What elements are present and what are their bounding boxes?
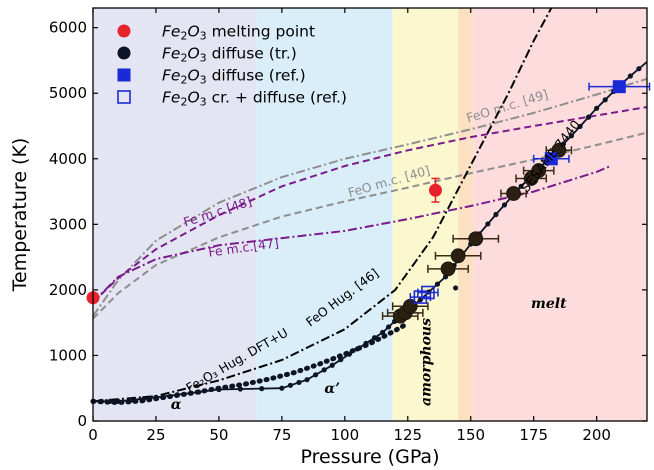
region-labels: α α’ amorphous melt [171, 296, 567, 413]
sesame-marker [379, 329, 386, 336]
sesame-marker [577, 123, 583, 130]
sesame-marker [485, 221, 491, 227]
sesame-marker [259, 386, 265, 392]
sesame-marker [585, 114, 592, 120]
diffuse-tr-marker [440, 261, 456, 277]
sesame-marker [279, 385, 285, 391]
diffuse-tr-marker [506, 186, 521, 201]
x-tick-label: 0 [88, 426, 98, 444]
sesame-marker [501, 202, 508, 208]
curve-line-3 [92, 165, 610, 304]
diffuse-tr-marker [402, 298, 418, 314]
y-tick-label: 1000 [49, 346, 87, 364]
diffuse-ref-marker [612, 80, 626, 94]
sesame-marker [313, 372, 319, 378]
sesame-marker [115, 398, 121, 404]
cr-diffuse-ref-marker [413, 290, 428, 304]
legend-label-3: Fe2O3 cr. + diffuse (ref.) [162, 89, 347, 109]
x-tick-label: 125 [393, 426, 422, 444]
phase-region-1 [256, 8, 393, 421]
region-label-melt: melt [531, 296, 567, 312]
melting-point-marker [428, 183, 442, 197]
plot-frame [92, 7, 648, 422]
region-label-amorphous: amorphous [418, 318, 434, 406]
sesame-marker [287, 382, 294, 388]
region-label-alpha: α [171, 397, 182, 413]
legend-marker-3 [117, 90, 131, 104]
y-tick-label: 4000 [49, 150, 87, 168]
sesame-marker [329, 362, 335, 368]
sesame-marker [493, 211, 499, 218]
sesame-marker [594, 105, 600, 111]
sesame-marker [107, 398, 113, 404]
x-tick-label: 150 [456, 426, 485, 444]
x-axis-title: Pressure (GPa) [301, 446, 440, 468]
legend-label-1: Fe2O3 diffuse (tr.) [162, 45, 297, 65]
legend-marker-2 [117, 68, 131, 82]
sesame-marker [153, 394, 159, 400]
x-tick-label: 200 [582, 426, 611, 444]
y-tick-label: 0 [77, 412, 87, 430]
sesame-marker [174, 392, 180, 398]
y-tick-label: 2000 [49, 281, 87, 299]
sesame-marker [98, 398, 105, 404]
phase-region-4 [473, 8, 647, 421]
diffuse-tr-marker [531, 163, 547, 178]
y-tick-label: 5000 [49, 84, 87, 102]
sesame-marker [363, 340, 369, 346]
phase-region-3 [458, 8, 474, 421]
curve-line-4 [92, 7, 553, 403]
data-points [86, 80, 651, 324]
sesame-marker [627, 73, 633, 79]
x-tick-label: 75 [272, 426, 291, 444]
legend-label-0: Fe2O3 melting point [162, 23, 315, 43]
x-tick-label: 25 [146, 426, 165, 444]
sesame-marker [296, 379, 302, 386]
legend-label-2: Fe2O3 diffuse (ref.) [162, 67, 306, 87]
sesame-marker [196, 389, 202, 395]
curve-line-2 [92, 106, 648, 304]
sesame-marker [141, 396, 147, 402]
legend-marker-1 [117, 46, 131, 60]
region-label-alpha-prime: α’ [324, 381, 340, 397]
y-axis-title: Temperature (K) [9, 138, 31, 293]
sesame-marker [385, 324, 392, 330]
legend-marker-0 [117, 24, 131, 38]
y-tick-label: 6000 [49, 19, 87, 37]
sesame-marker [354, 346, 361, 352]
sesame-marker [602, 97, 608, 103]
axes: 0 25 50 75 100 125 150 175 200010002000300040005… [9, 7, 648, 468]
x-tick-label: 50 [209, 426, 228, 444]
cr-diffuse-ref-marker [421, 285, 435, 300]
sesame-marker [568, 133, 575, 139]
curve-line-0 [92, 77, 648, 317]
phase-region-2 [392, 8, 459, 421]
diffuse-tr-marker [450, 248, 466, 264]
y-tick-label: 3000 [49, 215, 87, 233]
sesame-marker [371, 335, 378, 341]
sesame-marker [321, 367, 327, 373]
phase-regions [93, 8, 647, 421]
sesame-marker [128, 397, 134, 403]
sesame-marker [518, 183, 524, 189]
diffuse-tr-marker [468, 231, 484, 247]
sesame-marker [216, 386, 222, 393]
diffuse-ref-marker [544, 152, 558, 166]
sesame-marker [304, 377, 310, 383]
sesame-marker [346, 351, 352, 357]
sesame-marker [237, 386, 243, 392]
sesame-marker [453, 285, 459, 291]
sesame-marker [636, 66, 642, 72]
x-tick-label: 100 [330, 426, 359, 444]
sesame-marker [338, 357, 344, 363]
x-tick-label: 175 [519, 426, 548, 444]
sesame-marker [434, 281, 441, 287]
